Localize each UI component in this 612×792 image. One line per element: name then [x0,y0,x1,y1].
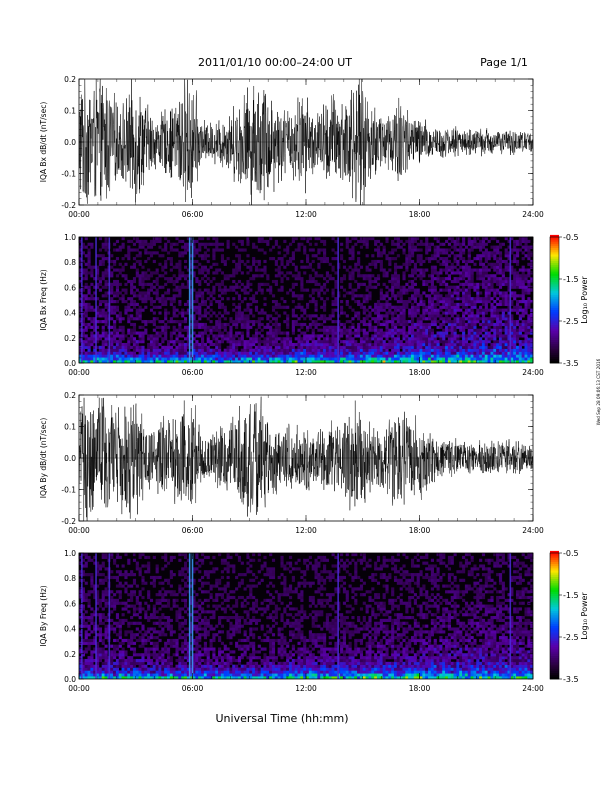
y-tick-label: 1.0 [64,233,76,242]
spike-mark [108,553,111,679]
y-tick-label: 0.0 [64,675,76,684]
x-tick-label: 06:00 [182,210,204,219]
colorbar-label: Log₁₀ Power [580,592,589,640]
colorbar-tick-label: -1.5 [563,275,579,284]
y-axis-title: IQA By Freq (Hz) [39,585,48,647]
x-tick-label: 18:00 [409,684,431,693]
y-tick-label: 0.0 [64,359,76,368]
spike-mark [95,237,97,363]
y-tick-label: 0.8 [64,258,76,267]
y-tick-label: 0.2 [64,650,76,659]
spike-mark [81,553,83,679]
panel-1: 0.2 0.1 0.0 -0.1 -0.200:00 06:00 12:00 18:00 24:… [39,75,544,219]
colorbar-tick-label: -1.5 [563,591,579,600]
spectrogram [79,237,533,363]
spike-mark [509,237,512,363]
colorbar: -0.5 -1.5 -2.5 -3.5 Log₁₀ Power [549,549,589,684]
x-tick-label: 06:00 [182,684,204,693]
spectrogram [79,553,533,679]
x-tick-label: 12:00 [295,368,317,377]
x-tick-label: 24:00 [522,368,544,377]
spike-mark [191,553,194,679]
y-tick-label: 1.0 [64,549,76,558]
panel-3: 0.2 0.1 0.0 -0.1 -0.200:00 06:00 12:00 18:00 24:… [39,391,544,535]
x-tick-label: 24:00 [522,684,544,693]
y-tick-label: 0.1 [64,107,76,116]
panel-2: -0.5 -1.5 -2.5 -3.5 Log₁₀ Power 1.0 0.8 0.6 0.4 0… [39,233,589,377]
side-timestamp: Wed Sep 28 09:06:13 CST 2016 [596,358,601,425]
y-tick-label: -0.1 [61,170,76,179]
colorbar-tick-label: -3.5 [563,359,579,368]
y-tick-label: -0.1 [61,486,76,495]
y-tick-label: -0.2 [61,517,76,526]
trace-line [79,79,533,205]
x-tick-label: 00:00 [68,526,90,535]
y-tick-label: 0.8 [64,574,76,583]
colorbar-tick-label: -2.5 [563,633,579,642]
colorbar-label: Log₁₀ Power [580,276,589,324]
x-tick-label: 00:00 [68,684,90,693]
x-tick-label: 12:00 [295,526,317,535]
x-tick-label: 18:00 [409,210,431,219]
spike-mark [191,237,194,363]
colorbar-tick-label: -0.5 [563,549,579,558]
x-tick-label: 18:00 [409,368,431,377]
x-tick-label: 12:00 [295,210,317,219]
x-axis-title: Universal Time (hh:mm) [216,712,349,725]
y-tick-label: 0.0 [64,454,76,463]
y-tick-label: 0.6 [64,599,76,608]
x-tick-label: 12:00 [295,684,317,693]
spike-mark [81,237,83,363]
x-tick-label: 06:00 [182,368,204,377]
y-axis-title: IQA Bx Freq (Hz) [39,269,48,331]
x-tick-label: 18:00 [409,526,431,535]
y-tick-label: 0.2 [64,75,76,84]
x-tick-label: 00:00 [68,210,90,219]
y-tick-label: 0.4 [64,625,76,634]
spike-mark [95,553,97,679]
y-tick-label: 0.0 [64,138,76,147]
y-axis-title: IQA Bx dB/dt (nT/sec) [39,102,48,183]
y-tick-label: 0.6 [64,283,76,292]
x-tick-label: 00:00 [68,368,90,377]
x-tick-label: 24:00 [522,526,544,535]
spike-mark [509,553,512,679]
panel-4: -0.5 -1.5 -2.5 -3.5 Log₁₀ Power 1.0 0.8 0.6 0.4 0… [39,549,589,693]
spike-mark [337,553,339,679]
y-tick-label: 0.1 [64,423,76,432]
colorbar-tick-label: -2.5 [563,317,579,326]
spike-mark [337,237,339,363]
spike-mark [108,237,111,363]
colorbar-tick-label: -0.5 [563,233,579,242]
x-tick-label: 06:00 [182,526,204,535]
x-tick-label: 24:00 [522,210,544,219]
colorbar-tick-label: -3.5 [563,675,579,684]
page-number: Page 1/1 [480,56,528,69]
spike-mark [188,237,191,363]
y-tick-label: -0.2 [61,201,76,210]
colorbar: -0.5 -1.5 -2.5 -3.5 Log₁₀ Power [549,233,589,368]
spike-mark [188,553,191,679]
trace-line [79,396,533,521]
y-tick-label: 0.4 [64,309,76,318]
y-tick-label: 0.2 [64,391,76,400]
y-tick-label: 0.2 [64,334,76,343]
page-title: 2011/01/10 00:00–24:00 UT [198,56,352,69]
y-axis-title: IQA By dB/dt (nT/sec) [39,418,48,499]
